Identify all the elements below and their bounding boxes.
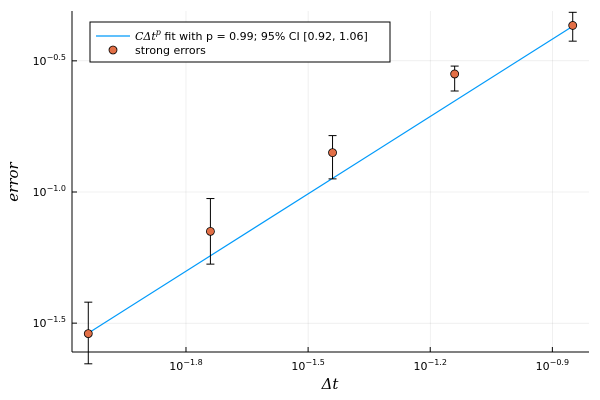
legend-fit-text: fit with p = 0.99; 95% CI [0.92, 1.06] <box>161 30 368 43</box>
axes <box>71 11 589 353</box>
data-point <box>450 69 460 79</box>
x-tick-label: 10−0.9 <box>536 358 569 373</box>
data-point <box>328 148 337 158</box>
x-tick-label: 10−1.8 <box>169 358 202 373</box>
y-axis-label: error <box>4 161 22 201</box>
legend-points-label: strong errors <box>135 44 206 57</box>
legend-fit-math: CΔt <box>135 30 156 43</box>
error-bar <box>328 135 337 180</box>
data-point <box>206 226 215 236</box>
y-tick-label: 10−1.5 <box>33 315 66 330</box>
y-tick-label: 10−1.0 <box>33 184 66 199</box>
legend-box <box>89 21 391 63</box>
legend: CΔtp fit with p = 0.99; 95% CI [0.92, 1.… <box>89 21 391 63</box>
fit-line <box>87 25 574 334</box>
legend-points-swatch <box>108 45 118 55</box>
data-point <box>83 329 93 339</box>
y-tick-label: 10−0.5 <box>33 53 66 68</box>
x-tick-label: 10−1.2 <box>414 358 447 373</box>
series <box>83 11 578 365</box>
x-tick-label: 10−1.5 <box>291 358 324 373</box>
y-ticks: 10−1.5 10−1.0 10−0.5 <box>33 53 77 330</box>
data-point <box>568 21 578 30</box>
x-ticks: 10−1.8 10−1.5 10−1.2 10−0.9 <box>169 347 569 373</box>
x-axis-label: Δt <box>321 375 340 393</box>
legend-fit-exponent: p <box>156 28 161 37</box>
legend-fit-label: CΔtp fit with p = 0.99; 95% CI [0.92, 1.… <box>135 28 368 43</box>
